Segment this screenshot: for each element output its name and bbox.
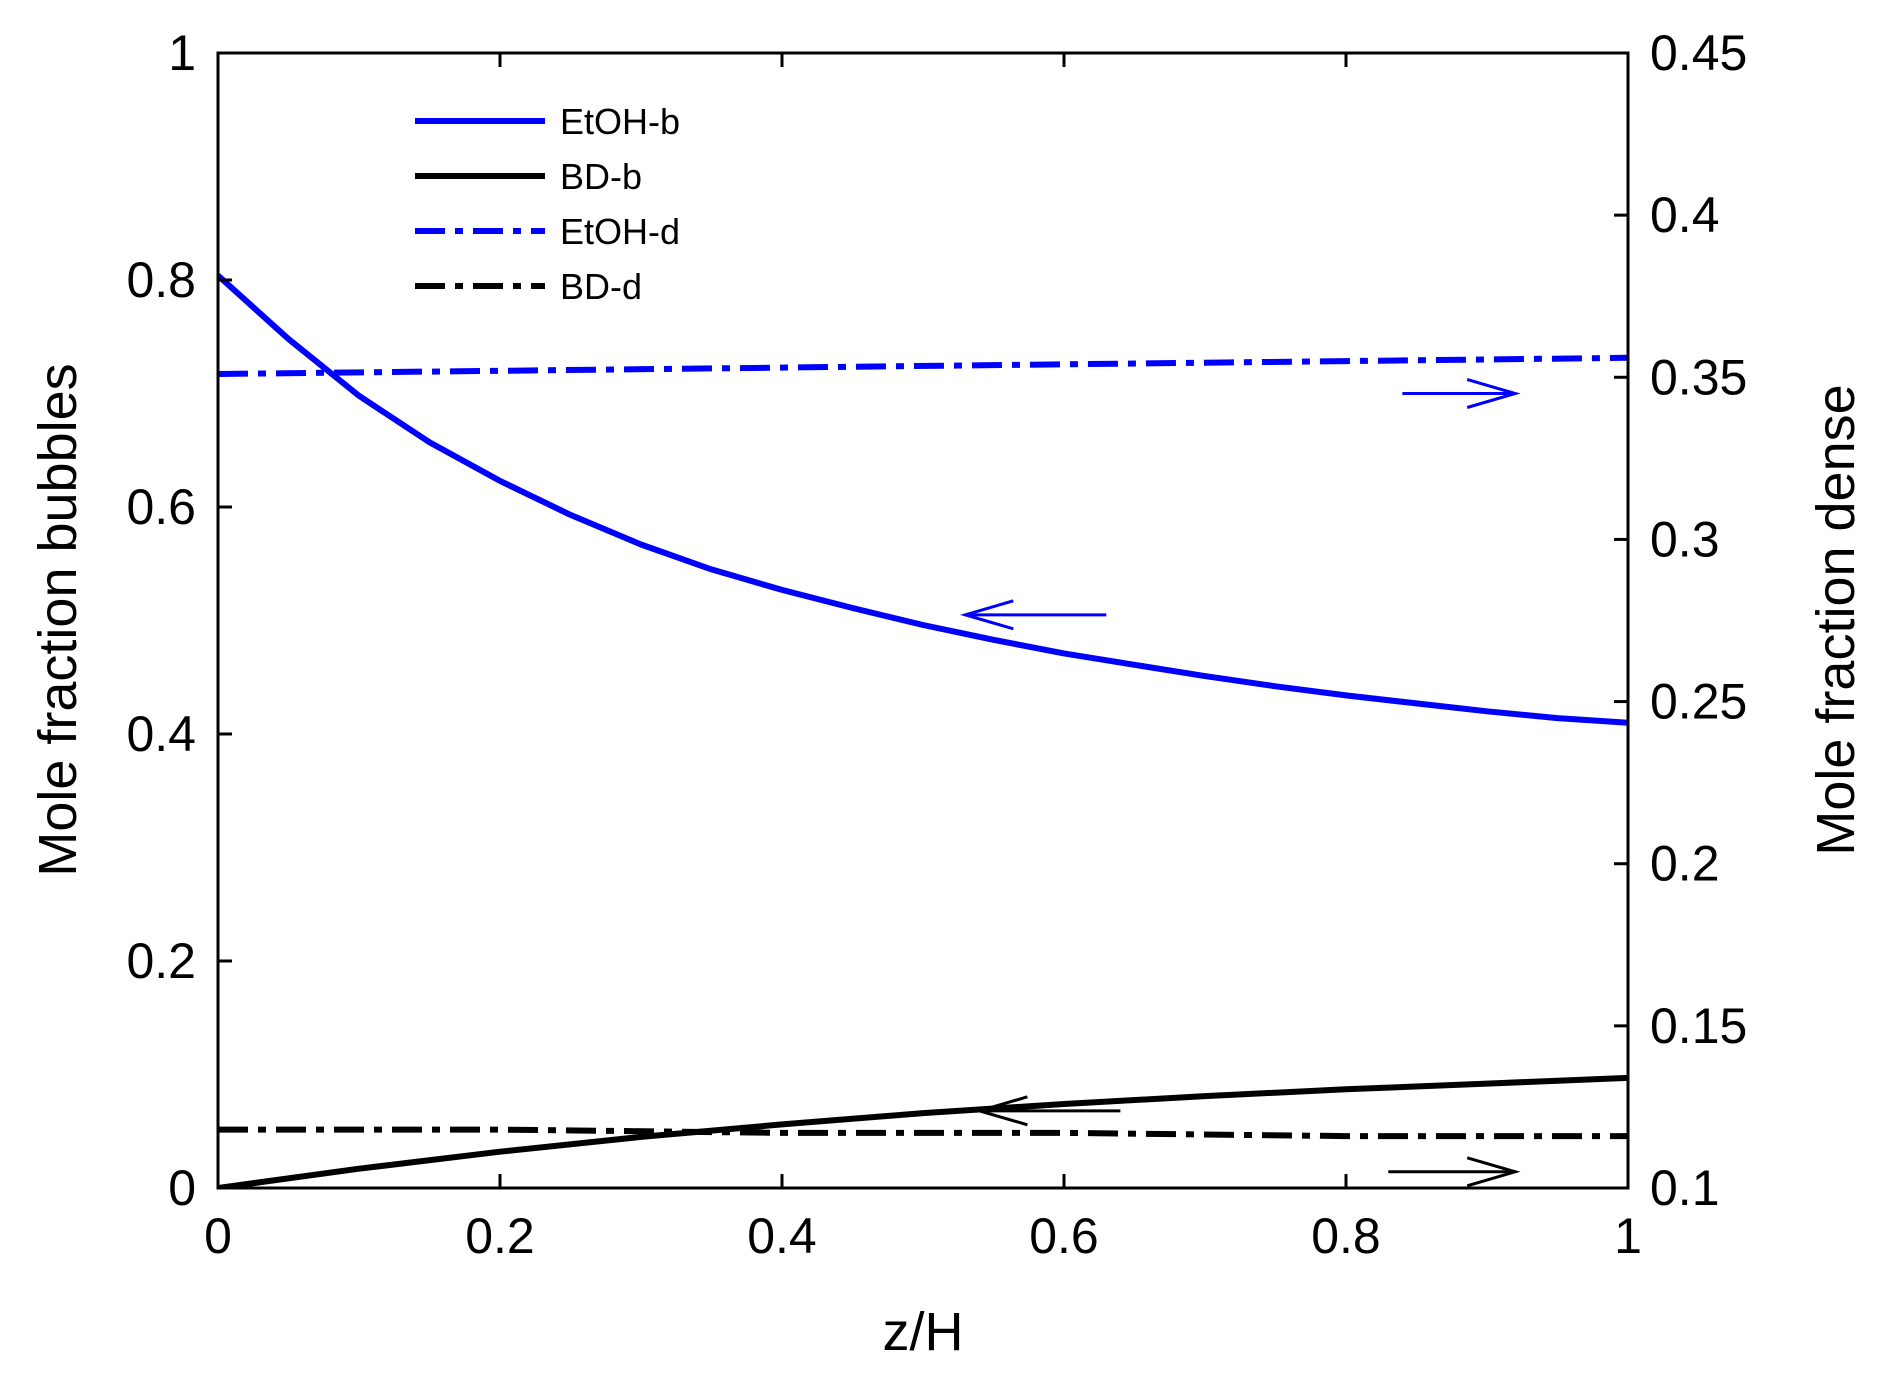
- plot-background: [218, 53, 1628, 1188]
- y-right-tick-label: 0.1: [1650, 1160, 1720, 1216]
- y-right-tick-label: 0.45: [1650, 25, 1747, 81]
- x-tick-label: 0: [204, 1208, 232, 1264]
- x-tick-label: 0.8: [1311, 1208, 1381, 1264]
- y-left-tick-label: 0: [168, 1160, 196, 1216]
- y-left-tick-label: 0.2: [126, 933, 196, 989]
- annotation-arrows: [959, 378, 1521, 1188]
- arrow-annotation-4: [1388, 1156, 1521, 1188]
- legend-label: BD-b: [560, 156, 642, 197]
- x-tick-label: 0.6: [1029, 1208, 1099, 1264]
- x-tick-label: 0.4: [747, 1208, 817, 1264]
- arrow-annotation-2: [1402, 378, 1521, 409]
- y-right-tick-label: 0.3: [1650, 511, 1720, 567]
- legend-label: EtOH-b: [560, 101, 680, 142]
- y-left-axis-ticks: 0 0.2 0.4 0.6 0.8 1: [126, 25, 232, 1216]
- y-right-tick-label: 0.15: [1650, 998, 1747, 1054]
- y-left-tick-label: 0.6: [126, 479, 196, 535]
- y-left-axis-title: Mole fraction bubbles: [28, 363, 88, 876]
- plot-frame: [216, 51, 1630, 1190]
- y-right-axis-title: Mole fraction dense: [1806, 384, 1866, 855]
- y-right-tick-label: 0.35: [1650, 349, 1747, 405]
- series-layer: [218, 273, 1628, 1188]
- series-line-bd-d: [218, 1126, 1628, 1140]
- x-tick-label: 1: [1614, 1208, 1642, 1264]
- y-right-tick-label: 0.4: [1650, 187, 1720, 243]
- series-line-etoh-d: [218, 354, 1628, 377]
- arrow-annotation-1: [959, 599, 1107, 631]
- y-left-tick-label: 1: [168, 25, 196, 81]
- legend-label: BD-d: [560, 266, 642, 307]
- y-right-tick-label: 0.2: [1650, 836, 1720, 892]
- y-right-axis-ticks: 0.1 0.15 0.2 0.25 0.3 0.35 0.4 0.45: [1614, 25, 1747, 1216]
- series-line-etoh-b: [218, 273, 1628, 726]
- arrow-annotation-3: [974, 1095, 1121, 1127]
- y-right-tick-label: 0.25: [1650, 674, 1747, 730]
- y-left-tick-label: 0.4: [126, 706, 196, 762]
- legend-label: EtOH-d: [560, 211, 680, 252]
- series-line-bd-b: [218, 1074, 1628, 1188]
- x-axis-ticks: 0 0.2 0.4 0.6 0.8 1: [204, 53, 1642, 1264]
- legend: EtOH-b BD-b EtOH-d BD-d: [415, 101, 680, 307]
- y-left-tick-label: 0.8: [126, 252, 196, 308]
- x-axis-title: z/H: [883, 1302, 964, 1362]
- x-tick-label: 0.2: [465, 1208, 535, 1264]
